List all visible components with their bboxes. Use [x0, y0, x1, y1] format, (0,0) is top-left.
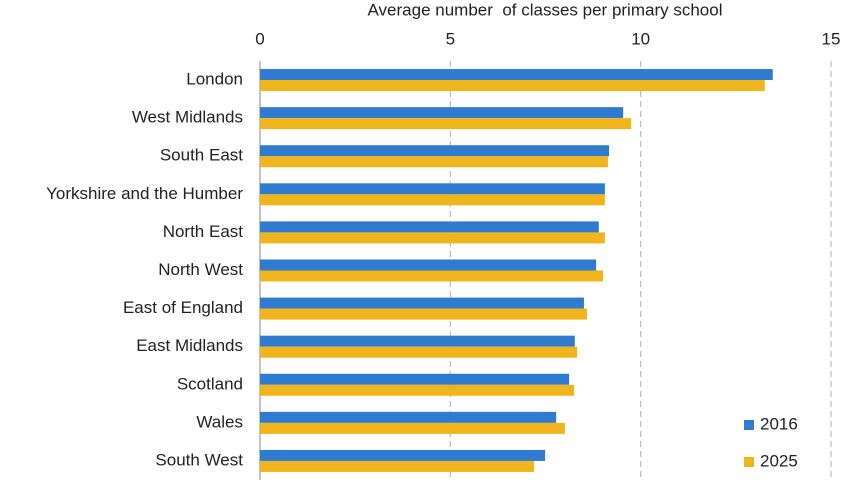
x-tick-label: 10 — [631, 29, 650, 48]
bar — [260, 118, 632, 130]
bar — [260, 107, 624, 119]
bar — [260, 422, 565, 434]
bar — [260, 308, 587, 320]
bar — [260, 69, 773, 81]
y-tick-label: South West — [155, 450, 243, 469]
bar — [260, 449, 546, 461]
y-tick-label: North West — [158, 260, 243, 279]
y-tick-label: West Midlands — [132, 108, 243, 127]
legend-swatch — [744, 420, 754, 430]
y-tick-label: South East — [160, 146, 243, 165]
bar — [260, 297, 584, 309]
bar — [260, 232, 605, 244]
x-tick-label: 5 — [446, 29, 455, 48]
bar — [260, 259, 597, 271]
bar — [260, 183, 605, 195]
bar — [260, 80, 765, 92]
legend-label: 2025 — [760, 451, 798, 470]
bar — [260, 346, 578, 358]
bar — [260, 335, 575, 347]
x-axis-title: Average number of classes per primary sc… — [368, 0, 723, 19]
bar — [260, 384, 575, 396]
y-tick-label: Scotland — [177, 374, 243, 393]
bar — [260, 145, 610, 157]
bar — [260, 411, 557, 423]
bar — [260, 373, 570, 385]
x-tick-label: 15 — [822, 29, 841, 48]
bar — [260, 460, 535, 472]
bar — [260, 221, 599, 233]
y-tick-label: East of England — [123, 298, 243, 317]
bar — [260, 270, 603, 282]
y-tick-label: Yorkshire and the Humber — [46, 184, 243, 203]
x-tick-label: 0 — [255, 29, 264, 48]
y-tick-label: Wales — [196, 412, 243, 431]
bar — [260, 156, 608, 168]
legend-swatch — [744, 457, 754, 467]
y-tick-label: London — [186, 70, 243, 89]
y-tick-label: East Midlands — [136, 336, 243, 355]
bar — [260, 194, 605, 206]
y-tick-label: North East — [163, 222, 244, 241]
legend-label: 2016 — [760, 414, 798, 433]
